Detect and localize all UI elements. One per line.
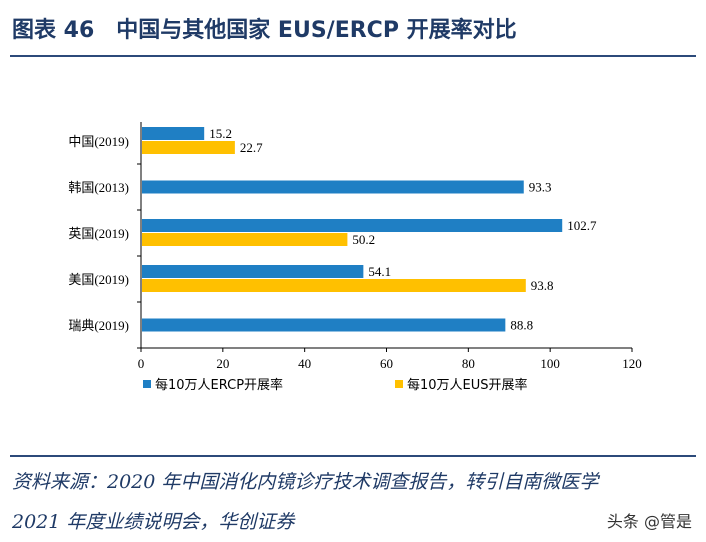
x-tick-label: 100: [540, 356, 560, 371]
data-label: 50.2: [352, 232, 375, 247]
category-label: 瑞典(2019): [68, 318, 129, 333]
bar-ercp: [142, 318, 506, 332]
legend-swatch-ercp: [143, 380, 151, 388]
x-tick-label: 80: [462, 356, 475, 371]
bar-eus: [142, 233, 348, 246]
category-label: 美国(2019): [68, 272, 129, 287]
source-note: 资料来源：2020 年中国消化内镜诊疗技术调查报告，转引自南微医学 2021 年…: [12, 471, 599, 533]
source-divider: [10, 455, 696, 457]
x-tick-label: 120: [622, 356, 642, 371]
bar-ercp: [142, 127, 205, 140]
x-tick-label: 20: [216, 356, 229, 371]
category-label: 英国(2019): [68, 226, 129, 241]
bar-ercp: [142, 180, 524, 194]
bar-ercp: [142, 219, 563, 232]
legend-label-ercp: 每10万人ERCP开展率: [155, 377, 283, 393]
x-tick-label: 60: [380, 356, 393, 371]
data-label: 22.7: [240, 140, 263, 155]
title-divider: [10, 55, 696, 57]
data-label: 93.3: [529, 180, 552, 195]
legend-label-eus: 每10万人EUS开展率: [407, 377, 528, 393]
category-label: 中国(2019): [68, 134, 129, 149]
x-tick-label: 0: [138, 356, 145, 371]
watermark: 头条 @管是: [606, 512, 692, 531]
bar-eus: [142, 279, 526, 292]
figure-title: 图表 46 中国与其他国家 EUS/ERCP 开展率对比: [12, 18, 517, 43]
data-label: 88.8: [510, 318, 533, 333]
bar-eus: [142, 141, 235, 154]
x-tick-label: 40: [298, 356, 311, 371]
data-label: 15.2: [209, 126, 232, 141]
data-label: 102.7: [567, 218, 597, 233]
legend-swatch-eus: [395, 380, 403, 388]
data-label: 54.1: [368, 264, 391, 279]
bar-ercp: [142, 265, 364, 278]
data-label: 93.8: [531, 278, 554, 293]
bar-chart: 0 20 40 60 80 100 120 中国(2019) 15.2 22.7 韩国(2013) 9…: [68, 122, 642, 393]
category-label: 韩国(2013): [68, 180, 129, 195]
